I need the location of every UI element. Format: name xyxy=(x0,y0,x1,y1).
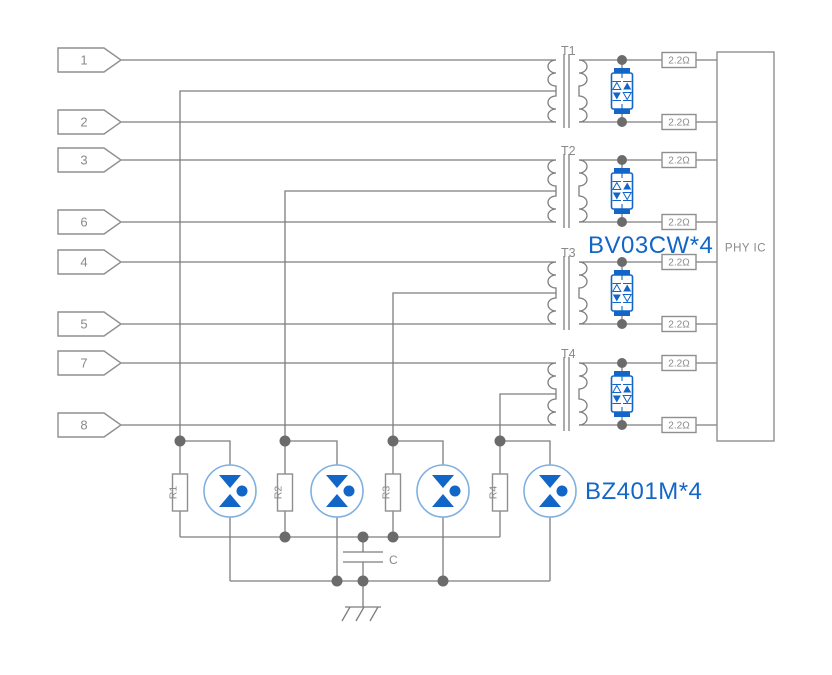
shunt-resistor-label: R1 xyxy=(168,486,180,500)
pin-label: 5 xyxy=(80,317,87,332)
pin-label: 1 xyxy=(80,53,87,68)
pin-label: 6 xyxy=(80,215,87,230)
transformer-label-t1: T1 xyxy=(561,44,576,58)
phy-ic-label: PHY IC xyxy=(725,243,766,255)
phy-ic-block xyxy=(716,51,775,442)
pin-connector-8 xyxy=(57,412,122,438)
transformer-label-t4: T4 xyxy=(561,347,576,361)
center-tap-wire-t3 xyxy=(392,292,556,441)
ground-symbol xyxy=(341,581,381,622)
pin-label: 7 xyxy=(80,356,87,371)
protection-network-wires xyxy=(179,440,551,582)
pin-label: 3 xyxy=(80,153,87,168)
junction-dots xyxy=(174,435,506,587)
pin-connector-2 xyxy=(57,109,122,135)
surge-array-label: BZ401M*4 xyxy=(585,478,702,505)
pin-connector-4 xyxy=(57,249,122,275)
shunt-resistor-r1 xyxy=(171,473,189,512)
series-resistor-value: 2.2Ω xyxy=(668,56,690,67)
shunt-resistor-label: R4 xyxy=(488,486,500,500)
center-tap-wire-t1 xyxy=(179,90,556,441)
pin-connector-5 xyxy=(57,311,122,337)
series-resistor-value: 2.2Ω xyxy=(668,421,690,432)
series-resistor-value: 2.2Ω xyxy=(668,320,690,331)
surge-protector-4 xyxy=(523,464,577,518)
shunt-resistor-r2 xyxy=(276,473,294,512)
transformer-channel-4 xyxy=(120,354,718,434)
surge-protector-1 xyxy=(203,464,257,518)
series-resistor-value: 2.2Ω xyxy=(668,156,690,167)
shunt-resistor-r4 xyxy=(491,473,509,512)
surge-protector-2 xyxy=(310,464,364,518)
series-resistor-value: 2.2Ω xyxy=(668,258,690,269)
pin-connector-1 xyxy=(57,47,122,73)
center-tap-wire-t2 xyxy=(284,190,556,441)
series-resistor-value: 2.2Ω xyxy=(668,118,690,129)
center-tap-wire-t4 xyxy=(499,393,556,441)
pin-connector-6 xyxy=(57,209,122,235)
pin-connector-3 xyxy=(57,147,122,173)
pin-label: 2 xyxy=(80,115,87,130)
pin-label: 8 xyxy=(80,418,87,433)
pin-connector-7 xyxy=(57,350,122,376)
series-resistor-value: 2.2Ω xyxy=(668,218,690,229)
shunt-resistor-label: R3 xyxy=(381,486,393,500)
transformer-label-t3: T3 xyxy=(561,246,576,260)
series-resistor-value: 2.2Ω xyxy=(668,359,690,370)
tvs-array-label: BV03CW*4 xyxy=(588,232,713,259)
pin-label: 4 xyxy=(80,255,87,270)
capacitor-label: C xyxy=(389,553,398,567)
surge-protector-3 xyxy=(416,464,470,518)
transformer-label-t2: T2 xyxy=(561,144,576,158)
shunt-resistor-r3 xyxy=(384,473,402,512)
shunt-resistor-label: R2 xyxy=(273,486,285,500)
